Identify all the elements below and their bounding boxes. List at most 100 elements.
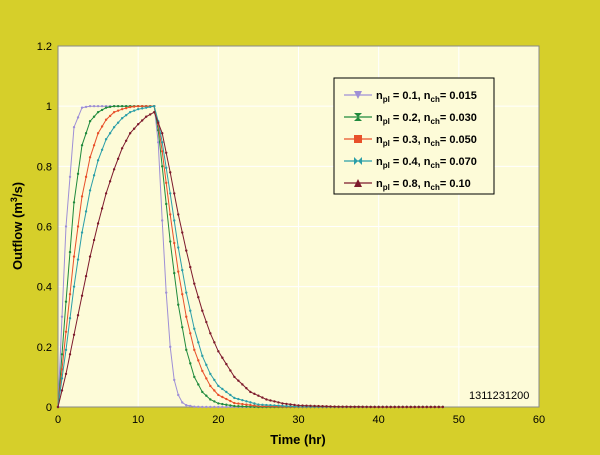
data-point (136, 107, 140, 111)
data-point (345, 405, 348, 408)
data-point (357, 405, 360, 409)
data-point (60, 389, 64, 392)
tick-labels: 0 10 20 30 40 50 60 0 0.2 0.4 0.6 0.8 1 1.2 (37, 41, 545, 426)
legend-label: npl = 0.2, nch= 0.030 (376, 112, 477, 126)
data-point (213, 341, 216, 344)
data-point (353, 405, 356, 409)
legend-label: npl = 0.1, nch= 0.015 (376, 90, 477, 104)
legend-marker-icon (354, 157, 362, 165)
data-point (373, 405, 376, 409)
data-point (185, 348, 188, 352)
data-point (289, 405, 292, 408)
data-point (201, 369, 204, 373)
data-point (177, 246, 180, 249)
data-point (425, 405, 428, 409)
data-point (265, 398, 268, 401)
data-point (68, 317, 72, 320)
data-point (245, 405, 248, 408)
data-point (108, 180, 112, 183)
data-point (60, 368, 64, 371)
data-point (80, 231, 84, 234)
data-point (245, 403, 248, 406)
data-point (173, 378, 176, 382)
data-point (165, 151, 168, 154)
data-point (285, 402, 288, 406)
data-point (273, 400, 276, 403)
data-point (108, 114, 112, 118)
data-point (225, 390, 228, 394)
data-point (249, 403, 252, 407)
data-point (429, 405, 432, 409)
data-point (401, 405, 404, 409)
x-tick-label: 20 (212, 414, 224, 426)
data-point (389, 405, 392, 409)
data-point (165, 166, 168, 170)
data-point (221, 405, 224, 409)
data-point (417, 405, 420, 409)
data-point (92, 115, 96, 118)
data-point (76, 314, 80, 317)
data-point (277, 401, 280, 404)
data-point (253, 402, 256, 405)
data-point (293, 403, 296, 407)
data-point (281, 402, 284, 405)
data-point (341, 405, 344, 408)
data-point (84, 210, 88, 213)
data-point (108, 132, 112, 135)
data-point (169, 171, 172, 174)
data-point (120, 117, 124, 120)
data-point (253, 392, 256, 396)
data-point (289, 403, 292, 406)
data-point (405, 405, 408, 409)
data-point (217, 384, 220, 388)
y-tick-label: 0.2 (37, 342, 52, 354)
data-point (88, 255, 92, 258)
data-point (193, 375, 196, 379)
data-point (233, 375, 236, 379)
data-point (197, 295, 200, 299)
data-point (124, 104, 128, 108)
data-point (80, 195, 84, 198)
data-point (233, 396, 236, 400)
data-point (233, 401, 236, 405)
y-tick-label: 0 (46, 402, 52, 414)
data-point (76, 172, 80, 176)
data-point (397, 405, 400, 409)
data-point (169, 240, 172, 243)
data-point (205, 394, 208, 397)
data-point (369, 405, 372, 409)
data-point (201, 390, 204, 394)
data-point (437, 405, 440, 409)
data-point (189, 332, 192, 335)
data-point (124, 106, 128, 110)
data-point (209, 372, 212, 376)
data-point (177, 303, 180, 306)
data-point (116, 157, 120, 161)
data-point (165, 202, 168, 206)
data-point (361, 405, 364, 409)
y-axis-title: Outflow (m3/s) (9, 182, 25, 270)
x-axis-title: Time (hr) (270, 432, 325, 447)
x-tick-label: 50 (453, 414, 465, 426)
data-point (241, 402, 244, 406)
data-point (241, 405, 244, 408)
data-point (229, 369, 232, 372)
data-point (120, 147, 124, 150)
data-point (209, 405, 212, 409)
data-point (169, 345, 172, 349)
data-point (213, 405, 216, 409)
data-point (253, 404, 256, 407)
data-point (140, 104, 144, 108)
data-point (313, 404, 316, 408)
legend-marker-icon (354, 113, 362, 121)
data-point (237, 402, 240, 405)
data-point (249, 401, 252, 404)
data-point (96, 132, 100, 135)
data-point (120, 107, 124, 111)
data-point (209, 398, 212, 401)
data-point (221, 395, 224, 399)
data-point (237, 405, 240, 408)
data-point (237, 397, 240, 401)
data-point (177, 213, 180, 216)
